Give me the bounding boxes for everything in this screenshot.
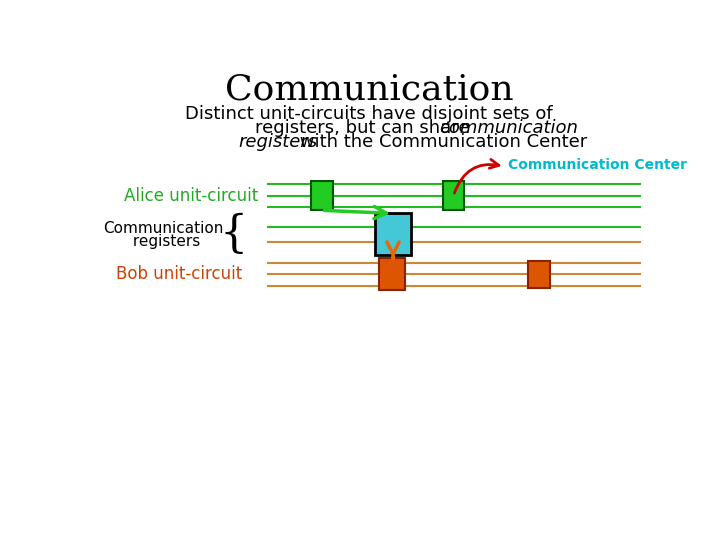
Text: Alice unit-circuit: Alice unit-circuit — [124, 187, 258, 205]
Bar — [311, 181, 333, 211]
Text: Communication: Communication — [104, 221, 224, 237]
Bar — [379, 258, 405, 291]
Text: communication: communication — [438, 119, 577, 137]
Text: Bob unit-circuit: Bob unit-circuit — [116, 265, 242, 284]
Text: Distinct unit-circuits have disjoint sets of: Distinct unit-circuits have disjoint set… — [185, 105, 553, 123]
Text: registers, but can share: registers, but can share — [255, 119, 475, 137]
Bar — [528, 261, 549, 288]
Text: registers: registers — [127, 234, 199, 248]
Text: registers: registers — [239, 133, 318, 151]
Text: Communication: Communication — [225, 72, 513, 106]
Bar — [375, 213, 411, 255]
Text: Communication Center: Communication Center — [508, 158, 688, 172]
Text: {: { — [220, 213, 248, 256]
Bar — [443, 181, 464, 211]
Text: with the Communication Center: with the Communication Center — [294, 133, 587, 151]
